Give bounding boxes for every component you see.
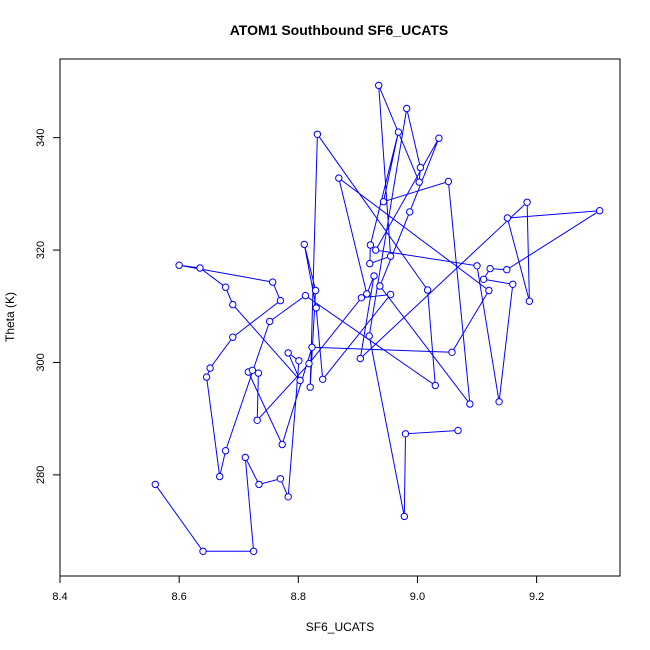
data-point xyxy=(400,512,408,521)
data-point xyxy=(296,376,304,385)
data-point xyxy=(466,400,474,408)
data-point xyxy=(308,343,316,351)
data-point xyxy=(311,286,320,295)
data-point xyxy=(254,369,263,377)
data-point xyxy=(423,286,432,294)
chart-title: ATOM1 Southbound SF6_UCATS xyxy=(230,22,449,38)
x-tick-label: 8.6 xyxy=(172,591,187,603)
data-point xyxy=(313,130,322,139)
data-point xyxy=(525,297,534,305)
data-point xyxy=(372,246,380,254)
data-point xyxy=(394,128,403,136)
data-point xyxy=(221,447,230,455)
data-point xyxy=(276,296,285,305)
data-point xyxy=(319,375,327,383)
x-tick-label: 8.8 xyxy=(291,591,306,603)
data-point xyxy=(523,198,531,207)
data-point xyxy=(365,332,373,340)
data-point xyxy=(366,241,375,249)
data-point xyxy=(175,261,183,269)
data-point xyxy=(199,547,207,555)
data-point xyxy=(401,430,410,438)
x-axis-label: SF6_UCATS xyxy=(306,620,374,634)
data-point xyxy=(363,290,371,298)
data-point xyxy=(486,264,494,273)
y-axis: 280 300 320 340 xyxy=(35,128,60,484)
data-point xyxy=(196,264,204,272)
data-point xyxy=(229,333,237,341)
data-point xyxy=(312,304,320,312)
data-point xyxy=(295,357,303,365)
x-axis: 8.4 8.6 8.8 9.0 9.2 xyxy=(52,576,544,603)
y-axis-label: Theta (K) xyxy=(3,292,17,342)
data-point xyxy=(415,178,423,186)
y-tick-label: 320 xyxy=(35,241,47,259)
data-point xyxy=(406,208,414,216)
data-point xyxy=(249,547,258,555)
data-point xyxy=(503,266,511,274)
plot-area xyxy=(59,58,621,577)
data-point xyxy=(278,440,286,449)
data-point xyxy=(301,291,310,300)
data-point xyxy=(253,416,261,424)
data-point xyxy=(366,259,374,268)
data-point xyxy=(370,272,378,280)
data-point xyxy=(454,426,462,435)
data-point xyxy=(403,104,411,113)
data-point xyxy=(495,398,503,406)
data-point xyxy=(509,280,517,288)
data-point xyxy=(386,290,395,299)
data-point xyxy=(305,359,313,368)
y-tick-label: 280 xyxy=(35,466,47,484)
data-point xyxy=(356,354,364,363)
y-tick-label: 300 xyxy=(35,353,47,371)
y-tick-label: 340 xyxy=(35,128,47,146)
data-point xyxy=(431,381,439,390)
data-point xyxy=(269,278,277,286)
x-tick-label: 9.2 xyxy=(529,591,544,603)
data-point xyxy=(473,262,481,270)
data-point xyxy=(248,366,257,374)
data-point xyxy=(284,493,292,501)
data-point xyxy=(284,349,292,357)
data-point xyxy=(375,81,383,90)
data-point xyxy=(376,282,384,290)
data-point xyxy=(357,294,366,302)
data-point xyxy=(221,283,230,291)
data-point xyxy=(276,475,285,483)
data-point xyxy=(479,275,488,283)
data-point xyxy=(206,364,214,372)
series-layer xyxy=(151,81,604,555)
data-point xyxy=(485,286,493,295)
data-point xyxy=(448,348,456,356)
data-point xyxy=(255,480,263,489)
x-tick-label: 9.0 xyxy=(410,591,425,603)
data-point xyxy=(306,383,314,391)
data-point xyxy=(266,317,274,326)
data-point xyxy=(229,300,237,309)
data-point xyxy=(151,480,160,489)
data-point xyxy=(300,240,308,249)
data-point xyxy=(202,373,211,381)
data-point xyxy=(379,198,388,206)
data-point xyxy=(596,207,604,215)
data-point xyxy=(335,174,343,182)
data-point xyxy=(216,472,224,481)
data-point xyxy=(416,163,425,172)
data-point xyxy=(503,214,512,222)
data-point xyxy=(386,252,395,260)
data-point xyxy=(435,134,443,142)
data-point xyxy=(444,177,453,186)
data-point xyxy=(241,453,250,462)
x-tick-label: 8.4 xyxy=(52,591,67,603)
